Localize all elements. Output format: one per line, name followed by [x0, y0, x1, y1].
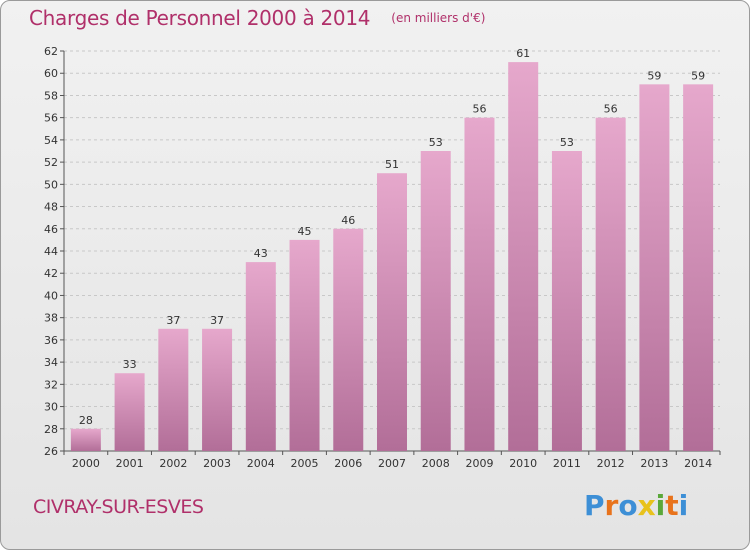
x-tick-label-2007: 2007 — [378, 457, 406, 470]
y-tick-label: 26 — [44, 445, 58, 458]
data-label-2006: 46 — [341, 214, 355, 227]
bar-2011[interactable] — [551, 151, 582, 451]
bar-2002[interactable] — [158, 328, 189, 451]
data-label-2005: 45 — [298, 225, 312, 238]
y-tick-label: 28 — [44, 423, 58, 436]
y-tick-label: 46 — [44, 223, 58, 236]
data-label-2011: 53 — [560, 136, 574, 149]
data-label-2014: 59 — [691, 69, 705, 82]
x-tick-label-2006: 2006 — [334, 457, 362, 470]
y-tick-label: 42 — [44, 267, 58, 280]
y-tick-labels: 26 28 30 32 34 36 38 40 42 44 46 48 50 52 54 56 58 60 62 — [44, 45, 58, 458]
bar-2012[interactable] — [595, 117, 626, 452]
x-tick-label-2003: 2003 — [203, 457, 231, 470]
x-tick-label-2011: 2011 — [553, 457, 581, 470]
x-tick-label-2012: 2012 — [597, 457, 625, 470]
bars — [70, 62, 714, 452]
data-label-2000: 28 — [79, 414, 93, 427]
commune-name: CIVRAY-SUR-ESVES — [33, 496, 204, 518]
bar-2014[interactable] — [683, 84, 714, 451]
x-tick-label-2005: 2005 — [291, 457, 319, 470]
logo-letter: o — [618, 489, 638, 522]
y-tick-label: 50 — [44, 178, 58, 191]
x-tick-label-2002: 2002 — [159, 457, 187, 470]
y-tick-label: 52 — [44, 156, 58, 169]
bar-2006[interactable] — [333, 228, 364, 451]
x-tick-label-2001: 2001 — [116, 457, 144, 470]
chart-subtitle: (en milliers d'€) — [391, 11, 486, 25]
data-label-2002: 37 — [166, 314, 180, 327]
logo-letter: x — [637, 489, 656, 522]
bar-2004[interactable] — [245, 262, 276, 451]
y-tick-label: 62 — [44, 45, 58, 58]
logo-letter: r — [604, 489, 619, 522]
bar-2009[interactable] — [464, 117, 495, 452]
x-tick-label-2004: 2004 — [247, 457, 275, 470]
x-tick-label-2014: 2014 — [684, 457, 712, 470]
x-tick-label-2000: 2000 — [72, 457, 100, 470]
data-label-2001: 33 — [123, 358, 137, 371]
y-tick-label: 36 — [44, 334, 58, 347]
y-tick-label: 32 — [44, 378, 58, 391]
data-label-2009: 56 — [472, 103, 486, 116]
x-tick-label-2008: 2008 — [422, 457, 450, 470]
bar-2001[interactable] — [114, 373, 145, 451]
logo-letter: i — [655, 489, 666, 522]
y-tick-label: 30 — [44, 401, 58, 414]
data-label-2008: 53 — [429, 136, 443, 149]
y-tick-label: 48 — [44, 201, 58, 214]
y-tick-label: 60 — [44, 67, 58, 80]
bar-2013[interactable] — [639, 84, 670, 451]
bar-2005[interactable] — [289, 239, 320, 451]
data-label-2013: 59 — [647, 69, 661, 82]
x-tick-label-2009: 2009 — [465, 457, 493, 470]
data-label-2007: 51 — [385, 158, 399, 171]
logo-letter: i — [678, 489, 689, 522]
bar-2008[interactable] — [420, 151, 451, 451]
data-labels: 28 33 37 37 43 45 46 51 53 56 61 53 56 59 59 — [79, 47, 705, 427]
bar-2007[interactable] — [377, 173, 407, 451]
x-tick-label-2013: 2013 — [640, 457, 668, 470]
chart-title: Charges de Personnel 2000 à 2014 — [29, 6, 371, 30]
data-label-2012: 56 — [604, 103, 618, 116]
y-tick-label: 38 — [44, 312, 58, 325]
y-tick-label: 44 — [44, 245, 58, 258]
y-tick-label: 54 — [44, 134, 58, 147]
logo-letter: t — [665, 489, 679, 522]
data-label-2010: 61 — [516, 47, 530, 60]
y-tick-label: 56 — [44, 112, 58, 125]
x-tick-labels: 2000 2001 2002 2003 2004 2005 2006 2007 2008 2009… — [72, 457, 712, 470]
x-tick-label-2010: 2010 — [509, 457, 537, 470]
title-row: Charges de Personnel 2000 à 2014 (en mil… — [29, 6, 485, 30]
data-label-2003: 37 — [210, 314, 224, 327]
data-label-2004: 43 — [254, 247, 268, 260]
y-tick-label: 40 — [44, 289, 58, 302]
logo-letter: P — [584, 489, 605, 522]
proxiti-logo[interactable]: Proxiti — [584, 489, 688, 522]
bar-2010[interactable] — [508, 62, 539, 451]
y-tick-label: 58 — [44, 89, 58, 102]
y-tick-label: 34 — [44, 356, 58, 369]
bar-2003[interactable] — [202, 328, 233, 451]
bar-2000[interactable] — [70, 428, 101, 451]
